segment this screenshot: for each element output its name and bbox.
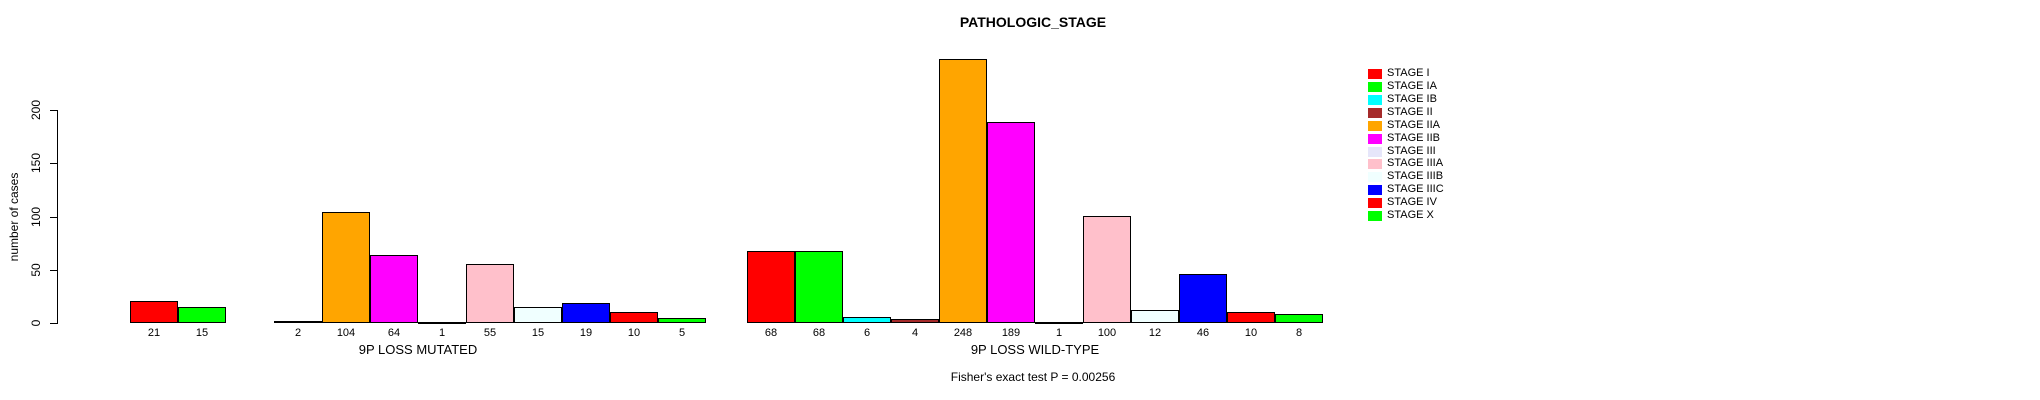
bar-stage-i-9p-loss-wild-type [747, 251, 795, 323]
group-x-label-9p-loss-mutated: 9P LOSS MUTATED [358, 342, 478, 357]
legend-label: STAGE IIA [1387, 119, 1440, 131]
bar-value-label: 64 [387, 327, 401, 339]
legend-swatch-stage-i [1368, 68, 1382, 79]
legend-item-stage-iiib: STAGE IIIB [1368, 171, 1443, 182]
bar-stage-iib-9p-loss-mutated [370, 255, 418, 323]
legend-swatch-stage-x [1368, 210, 1382, 221]
bar-value-label: 1 [438, 327, 446, 339]
legend-item-stage-iia: STAGE IIA [1368, 120, 1440, 131]
y-axis-tick-label: 200 [29, 99, 43, 121]
bar-stage-iiib-9p-loss-wild-type [1131, 310, 1179, 323]
bar-value-label: 55 [483, 327, 497, 339]
bar-value-label: 15 [531, 327, 545, 339]
bar-stage-i-9p-loss-mutated [130, 301, 178, 323]
y-axis-tick-label: 50 [29, 263, 43, 277]
bar-stage-iib-9p-loss-wild-type [987, 122, 1035, 323]
bar-value-label: 6 [863, 327, 871, 339]
legend-swatch-stage-iib [1368, 133, 1382, 144]
legend-swatch-stage-iiic [1368, 184, 1382, 195]
y-axis-tick [50, 270, 57, 271]
bar-stage-iiic-9p-loss-wild-type [1179, 274, 1227, 323]
bar-stage-iiib-9p-loss-mutated [514, 307, 562, 323]
y-axis-tick-label: 100 [29, 206, 43, 228]
bar-stage-iia-9p-loss-wild-type [939, 59, 987, 323]
legend-label: STAGE IIIA [1387, 157, 1444, 169]
legend-swatch-stage-iia [1368, 120, 1382, 131]
legend-label: STAGE IIIB [1387, 170, 1444, 182]
bar-stage-iv-9p-loss-wild-type [1227, 312, 1275, 323]
legend-item-stage-iib: STAGE IIB [1368, 133, 1440, 144]
bar-value-label: 1 [1055, 327, 1063, 339]
bar-stage-ia-9p-loss-wild-type [795, 251, 843, 323]
bar-value-label: 12 [1148, 327, 1162, 339]
legend-swatch-stage-iiia [1368, 158, 1382, 169]
bar-value-label: 4 [911, 327, 919, 339]
bar-value-label: 46 [1196, 327, 1210, 339]
bar-value-label: 68 [812, 327, 826, 339]
bar-stage-ib-9p-loss-wild-type [843, 317, 891, 323]
y-axis-tick [50, 110, 57, 111]
bar-value-label: 5 [678, 327, 686, 339]
bar-value-label: 19 [579, 327, 593, 339]
legend-label: STAGE IA [1387, 80, 1437, 92]
bar-value-label: 10 [627, 327, 641, 339]
bar-value-label: 248 [953, 327, 973, 339]
legend-label: STAGE III [1387, 145, 1436, 157]
group-x-label-9p-loss-wild-type: 9P LOSS WILD-TYPE [970, 342, 1100, 357]
bar-stage-iii-9p-loss-mutated [418, 322, 466, 324]
y-axis-tick [50, 217, 57, 218]
legend-item-stage-iiic: STAGE IIIC [1368, 184, 1444, 195]
legend-item-stage-ia: STAGE IA [1368, 81, 1437, 92]
bar-value-label: 8 [1295, 327, 1303, 339]
bar-stage-iiia-9p-loss-wild-type [1083, 216, 1131, 323]
legend-item-stage-i: STAGE I [1368, 68, 1430, 79]
bar-stage-x-9p-loss-mutated [658, 318, 706, 323]
legend-swatch-stage-ii [1368, 107, 1382, 118]
y-axis-label: number of cases [7, 172, 21, 262]
bar-value-label: 104 [336, 327, 356, 339]
y-axis-line [57, 110, 58, 324]
bar-stage-iiia-9p-loss-mutated [466, 264, 514, 323]
legend-label: STAGE I [1387, 67, 1430, 79]
legend-label: STAGE IV [1387, 196, 1437, 208]
bar-stage-ii-9p-loss-mutated [274, 321, 322, 323]
bar-stage-iia-9p-loss-mutated [322, 212, 370, 323]
legend-swatch-stage-ib [1368, 94, 1382, 105]
bar-stage-iv-9p-loss-mutated [610, 312, 658, 323]
legend-item-stage-ii: STAGE II [1368, 107, 1433, 118]
legend-label: STAGE IIIC [1387, 183, 1444, 195]
bar-stage-iiic-9p-loss-mutated [562, 303, 610, 323]
legend-item-stage-iiia: STAGE IIIA [1368, 158, 1443, 169]
legend-swatch-stage-ia [1368, 81, 1382, 92]
y-axis-tick [50, 323, 57, 324]
annotation-text: Fisher's exact test P = 0.00256 [950, 370, 1116, 384]
bar-value-label: 68 [764, 327, 778, 339]
chart-title: PATHOLOGIC_STAGE [959, 14, 1107, 30]
bar-value-label: 15 [195, 327, 209, 339]
bar-value-label: 21 [147, 327, 161, 339]
bar-stage-iii-9p-loss-wild-type [1035, 322, 1083, 324]
y-axis-tick [50, 163, 57, 164]
legend-item-stage-iii: STAGE III [1368, 146, 1436, 157]
bar-value-label: 189 [1001, 327, 1021, 339]
y-axis-tick-label: 0 [29, 319, 43, 327]
legend-label: STAGE IIB [1387, 132, 1440, 144]
y-axis-tick-label: 150 [29, 152, 43, 174]
legend-swatch-stage-iv [1368, 197, 1382, 208]
legend-label: STAGE II [1387, 106, 1433, 118]
legend-item-stage-x: STAGE X [1368, 210, 1434, 221]
bar-value-label: 100 [1097, 327, 1117, 339]
legend-item-stage-iv: STAGE IV [1368, 197, 1437, 208]
legend-swatch-stage-iii [1368, 146, 1382, 157]
legend-item-stage-ib: STAGE IB [1368, 94, 1437, 105]
bar-value-label: 2 [294, 327, 302, 339]
legend-label: STAGE X [1387, 209, 1434, 221]
bar-stage-ia-9p-loss-mutated [178, 307, 226, 323]
legend-label: STAGE IB [1387, 93, 1437, 105]
bar-stage-ii-9p-loss-wild-type [891, 319, 939, 323]
bar-value-label: 10 [1244, 327, 1258, 339]
bar-stage-x-9p-loss-wild-type [1275, 314, 1323, 323]
legend-swatch-stage-iiib [1368, 171, 1382, 182]
